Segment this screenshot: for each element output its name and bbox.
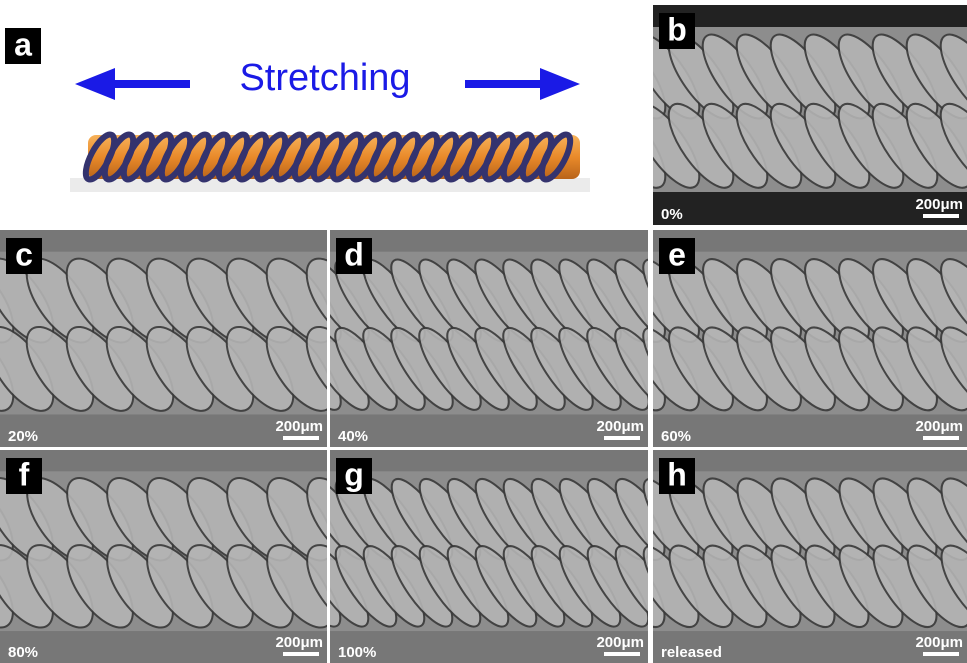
panel-a: Stretching a bbox=[5, 26, 590, 192]
scale-bar-label: 200μm bbox=[596, 634, 644, 651]
strain-label: 20% bbox=[8, 428, 38, 445]
panel-label: b bbox=[667, 11, 687, 47]
arrow-left bbox=[75, 68, 190, 100]
sem-panel: f 80% 200μm bbox=[0, 450, 386, 663]
panel-label: d bbox=[344, 236, 364, 272]
sem-image bbox=[0, 450, 386, 663]
sem-panel: g 100% 200μm bbox=[270, 450, 714, 663]
scale-bar bbox=[604, 436, 640, 440]
panel-label: c bbox=[15, 236, 33, 272]
strain-label: 80% bbox=[8, 644, 38, 661]
panel-label: a bbox=[14, 26, 32, 62]
strain-label: 60% bbox=[661, 428, 691, 445]
scale-bar bbox=[923, 652, 959, 656]
scale-bar bbox=[923, 214, 959, 218]
scale-bar-label: 200μm bbox=[915, 196, 963, 213]
strain-label: 0% bbox=[661, 206, 683, 223]
figure: Stretching a b 0% 200μm c 20% 200μm d 40% 200μm e… bbox=[0, 0, 967, 663]
scale-bar bbox=[923, 436, 959, 440]
scale-bar-label: 200μm bbox=[275, 634, 323, 651]
sem-image bbox=[589, 5, 967, 225]
panel-label: g bbox=[344, 456, 364, 492]
scale-bar-label: 200μm bbox=[275, 418, 323, 435]
sem-panel: b 0% 200μm bbox=[589, 5, 967, 225]
scale-bar-label: 200μm bbox=[915, 634, 963, 651]
scale-bar bbox=[283, 436, 319, 440]
scale-bar bbox=[604, 652, 640, 656]
strain-label: 100% bbox=[338, 644, 376, 661]
panel-label: e bbox=[668, 236, 686, 272]
panel-label: h bbox=[667, 456, 687, 492]
strain-label: 40% bbox=[338, 428, 368, 445]
scale-bar bbox=[283, 652, 319, 656]
scale-bar-label: 200μm bbox=[915, 418, 963, 435]
sem-image bbox=[0, 230, 386, 447]
arrow-right bbox=[465, 68, 580, 100]
panel-label: f bbox=[19, 456, 30, 492]
panel-title: Stretching bbox=[239, 57, 410, 99]
scale-bar-label: 200μm bbox=[596, 418, 644, 435]
sem-panel: c 20% 200μm bbox=[0, 230, 386, 447]
strain-label: released bbox=[661, 644, 722, 661]
sem-panel: d 40% 200μm bbox=[269, 230, 714, 447]
